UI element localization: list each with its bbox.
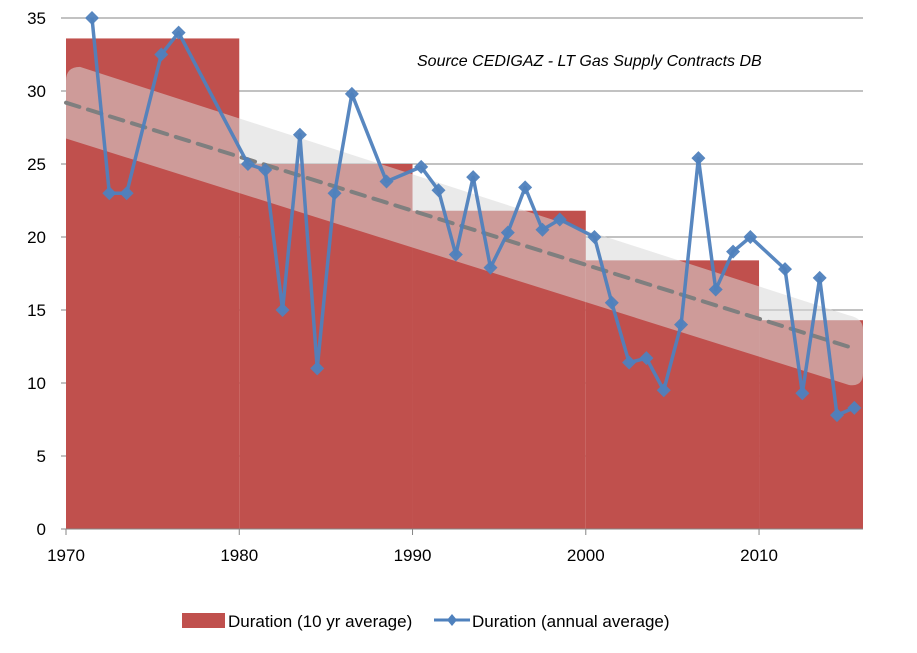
data-point-1975.5: [154, 47, 169, 62]
data-point-1993.5: [466, 170, 481, 185]
data-point-2000.5: [587, 230, 602, 244]
x-tick-label-1980: 1980: [220, 546, 258, 565]
legend-diamond-marker-icon: [447, 614, 457, 626]
data-point-1983.5: [292, 127, 307, 142]
data-point-1976.5: [171, 25, 186, 40]
y-tick-label-20: 20: [27, 228, 46, 247]
bar-series-10yr-average: [66, 38, 863, 529]
x-tick-label-2010: 2010: [740, 546, 778, 565]
source-annotation: Source CEDIGAZ - LT Gas Supply Contracts…: [417, 53, 762, 70]
legend: Duration (10 yr average) Duration (annua…: [182, 612, 670, 631]
legend-label-10yr-average: Duration (10 yr average): [228, 612, 412, 631]
data-point-1984.5: [310, 361, 325, 376]
data-point-1973.5: [119, 186, 134, 201]
data-point-1972.5: [102, 186, 117, 201]
data-point-2014.5: [830, 408, 845, 423]
y-tick-label-15: 15: [27, 301, 46, 320]
trend-dashed-line: [64, 100, 855, 350]
x-tick-label-1970: 1970: [47, 546, 85, 565]
data-point-2003.5: [639, 351, 654, 366]
data-point-1995.5: [500, 225, 515, 240]
data-point-1981.5: [258, 162, 273, 177]
data-point-2005.5: [674, 317, 689, 332]
data-point-1986.5: [344, 86, 359, 101]
data-point-2015.5: [847, 400, 862, 415]
axes: 1970 1980 1990 2000 2010 0 5 10 15 20 25 30 35: [27, 9, 863, 565]
data-point-1985.5: [327, 186, 342, 201]
data-point-1982.5: [275, 303, 290, 317]
data-point-2001.5: [604, 295, 619, 310]
data-point-1998.5: [552, 212, 567, 227]
legend-label-annual-average: Duration (annual average): [472, 612, 670, 631]
y-tick-label-25: 25: [27, 155, 46, 174]
data-point-2004.5: [656, 383, 671, 398]
data-point-1991.5: [431, 183, 446, 198]
x-tick-label-1990: 1990: [394, 546, 432, 565]
y-tick-label-35: 35: [27, 9, 46, 28]
data-point-1997.5: [535, 222, 550, 237]
data-point-2008.5: [726, 244, 741, 259]
data-point-2013.5: [812, 270, 827, 285]
data-point-2009.5: [743, 230, 758, 244]
data-point-1980.5: [240, 157, 255, 171]
y-tick-label-10: 10: [27, 374, 46, 393]
y-tick-label-0: 0: [37, 520, 46, 539]
legend-item-annual-average: Duration (annual average): [434, 612, 670, 631]
data-point-2002.5: [622, 355, 637, 370]
data-point-1996.5: [518, 180, 533, 195]
trend-line: [64, 100, 855, 350]
y-tick-label-30: 30: [27, 82, 46, 101]
data-point-2007.5: [708, 282, 723, 297]
data-point-2006.5: [691, 151, 706, 166]
data-point-1971.5: [84, 11, 99, 25]
data-point-2011.5: [778, 262, 793, 277]
x-tick-label-2000: 2000: [567, 546, 605, 565]
legend-item-10yr-average: Duration (10 yr average): [182, 612, 412, 631]
data-point-1992.5: [448, 247, 463, 262]
data-point-2012.5: [795, 386, 810, 401]
data-point-1988.5: [379, 174, 394, 189]
legend-swatch-bar: [182, 613, 225, 628]
y-tick-label-5: 5: [37, 447, 46, 466]
data-point-1994.5: [483, 260, 498, 275]
line-series-annual-average: [84, 11, 862, 423]
data-point-1990.5: [414, 159, 429, 174]
